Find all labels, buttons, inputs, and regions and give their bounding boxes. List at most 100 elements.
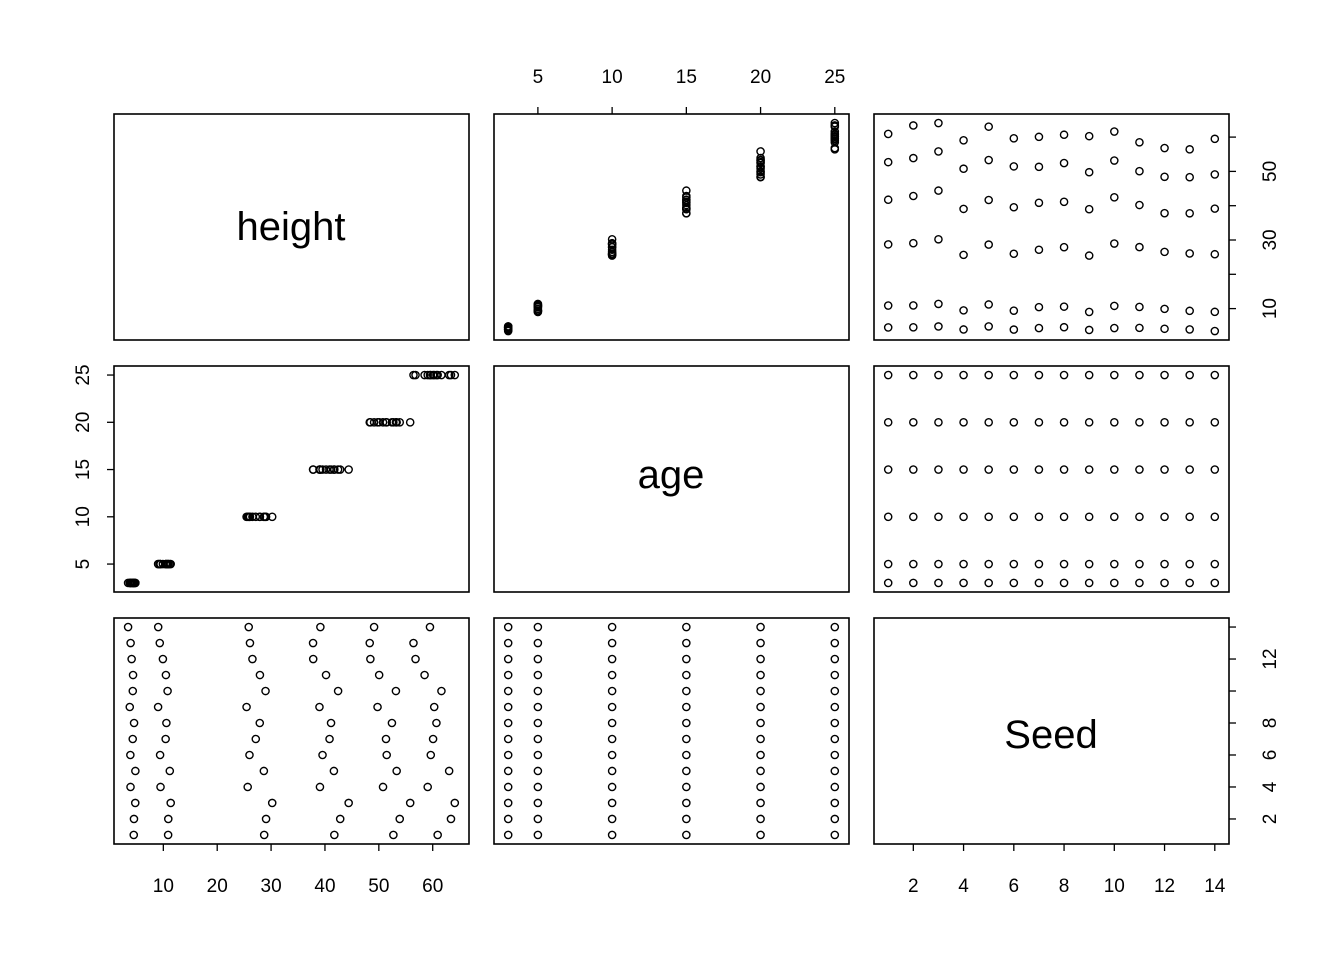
point-age-vs-seed xyxy=(934,512,943,522)
point-age-vs-height xyxy=(333,465,343,474)
point-age-vs-seed xyxy=(1160,559,1169,569)
point-seed-vs-height xyxy=(261,814,271,824)
point-seed-vs-height xyxy=(165,766,175,776)
point-seed-vs-age xyxy=(607,622,617,632)
point-height-vs-age xyxy=(607,239,617,248)
point-height-vs-seed xyxy=(1009,325,1019,334)
point-height-vs-seed xyxy=(1034,132,1044,142)
point-seed-vs-age xyxy=(830,638,840,648)
point-height-vs-age xyxy=(756,172,765,182)
diag-label-height: height xyxy=(237,205,346,249)
point-seed-vs-age xyxy=(830,670,840,680)
point-seed-vs-age xyxy=(533,622,543,632)
point-age-vs-height xyxy=(261,512,270,522)
point-seed-vs-height xyxy=(129,814,139,824)
point-age-vs-seed xyxy=(1009,512,1019,522)
point-age-vs-seed xyxy=(1084,370,1094,380)
point-seed-vs-age xyxy=(756,622,765,632)
point-age-vs-seed xyxy=(909,465,918,474)
point-seed-vs-age xyxy=(533,702,543,712)
point-height-vs-seed xyxy=(1185,172,1194,182)
point-seed-vs-height xyxy=(123,622,133,632)
point-seed-vs-height xyxy=(128,670,138,680)
point-height-vs-seed xyxy=(984,155,993,165)
top-age-tick-label: 25 xyxy=(824,67,845,88)
point-age-vs-seed xyxy=(934,417,943,427)
point-seed-vs-age xyxy=(830,686,840,696)
point-height-vs-seed xyxy=(909,191,918,201)
point-seed-vs-age xyxy=(682,814,691,824)
point-age-vs-seed xyxy=(1009,417,1019,427)
point-seed-vs-age xyxy=(830,734,840,744)
point-age-vs-seed xyxy=(984,465,993,474)
point-seed-vs-age xyxy=(682,750,691,760)
point-age-vs-height xyxy=(409,370,418,380)
point-seed-vs-age xyxy=(756,766,765,776)
point-height-vs-seed xyxy=(1084,307,1094,317)
point-age-vs-height xyxy=(365,417,375,427)
point-seed-vs-height xyxy=(425,622,435,632)
point-age-vs-seed xyxy=(1160,417,1169,427)
point-seed-vs-height xyxy=(392,766,401,776)
point-seed-vs-age xyxy=(607,830,617,840)
point-height-vs-seed xyxy=(1135,137,1144,147)
point-age-vs-seed xyxy=(959,559,968,569)
point-age-vs-seed xyxy=(909,559,918,569)
point-height-vs-seed xyxy=(1210,326,1220,336)
point-seed-vs-age xyxy=(533,670,543,680)
point-seed-vs-height xyxy=(259,766,269,776)
point-age-vs-seed xyxy=(1160,578,1169,588)
point-age-vs-height xyxy=(387,417,397,427)
point-age-vs-seed xyxy=(883,370,893,380)
bottom-seed-tick-label: 10 xyxy=(1104,876,1125,897)
point-seed-vs-height xyxy=(450,798,460,808)
point-seed-vs-age xyxy=(503,686,513,696)
point-height-vs-seed xyxy=(1160,247,1169,257)
point-height-vs-seed xyxy=(934,186,943,195)
point-seed-vs-height xyxy=(330,830,339,840)
point-seed-vs-age xyxy=(503,670,513,680)
point-height-vs-seed xyxy=(1210,307,1220,317)
bottom-seed-tick-label: 14 xyxy=(1204,876,1226,897)
point-seed-vs-age xyxy=(830,622,840,632)
point-age-vs-seed xyxy=(883,559,893,569)
point-height-vs-seed xyxy=(934,147,943,156)
point-height-vs-seed xyxy=(1084,131,1094,141)
point-age-vs-seed xyxy=(1059,512,1069,522)
point-height-vs-seed xyxy=(1135,166,1144,176)
point-age-vs-seed xyxy=(934,578,943,588)
point-age-vs-height xyxy=(437,370,446,380)
point-age-vs-seed xyxy=(1009,465,1019,474)
point-seed-vs-height xyxy=(155,638,165,648)
point-seed-vs-age xyxy=(756,702,765,712)
point-height-vs-seed xyxy=(1009,249,1019,259)
point-height-vs-seed xyxy=(1009,134,1019,143)
left-age-tick-label: 10 xyxy=(73,506,94,527)
point-seed-vs-height xyxy=(244,622,254,632)
point-age-vs-seed xyxy=(1185,417,1194,427)
point-seed-vs-height xyxy=(444,766,454,776)
point-age-vs-seed xyxy=(1160,512,1169,522)
points xyxy=(123,118,1220,840)
point-seed-vs-age xyxy=(682,654,691,664)
point-seed-vs-height xyxy=(446,814,456,824)
point-seed-vs-age xyxy=(533,734,543,744)
point-height-vs-seed xyxy=(883,301,893,310)
right-height-tick-label: 50 xyxy=(1260,161,1281,182)
point-seed-vs-height xyxy=(409,638,418,648)
point-age-vs-seed xyxy=(1135,512,1144,522)
point-seed-vs-height xyxy=(153,702,163,712)
point-height-vs-seed xyxy=(1110,301,1119,311)
point-height-vs-seed xyxy=(1110,193,1119,202)
point-age-vs-seed xyxy=(1135,370,1144,380)
point-seed-vs-height xyxy=(333,686,343,696)
point-age-vs-height xyxy=(158,559,168,569)
point-age-vs-height xyxy=(420,370,429,380)
point-seed-vs-age xyxy=(533,654,543,664)
point-seed-vs-height xyxy=(125,702,135,712)
point-seed-vs-age xyxy=(607,798,617,808)
point-height-vs-seed xyxy=(1034,245,1044,255)
point-age-vs-seed xyxy=(934,370,943,380)
point-age-vs-seed xyxy=(1059,370,1069,380)
point-seed-vs-age xyxy=(533,782,543,792)
